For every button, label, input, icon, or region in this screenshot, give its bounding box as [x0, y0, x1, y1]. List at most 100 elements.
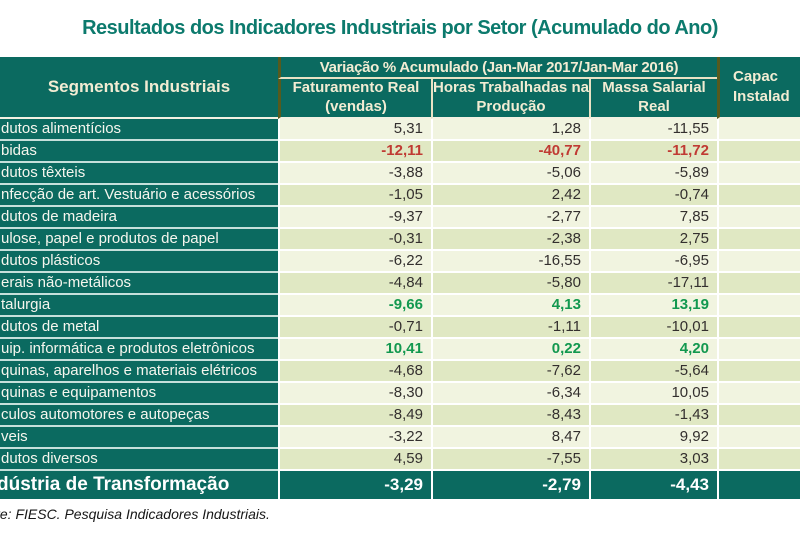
- table-row: dutos têxteis -3,88 -5,06 -5,89: [0, 162, 800, 185]
- total-value-cell: -3,29: [278, 470, 431, 499]
- value-cell: -1,43: [589, 404, 717, 427]
- value-cell: 13,19: [589, 294, 717, 317]
- value-cell: -3,88: [278, 162, 431, 185]
- value-cell: -11,72: [589, 140, 717, 163]
- column-header-horas-trabalhadas: Horas Trabalhadas na Produção: [431, 79, 589, 119]
- value-cell: 10,41: [278, 338, 431, 361]
- value-cell: 4,20: [589, 338, 717, 361]
- segment-label: culos automotores e autopeças: [0, 404, 278, 427]
- total-row: dústria de Transformação -3,29 -2,79 -4,43: [0, 470, 800, 499]
- value-cell: 5,31: [278, 118, 431, 141]
- value-cell: 4,13: [431, 294, 589, 317]
- value-cell: -8,30: [278, 382, 431, 405]
- capacity-cell-clipped: [717, 140, 800, 163]
- value-cell: -6,95: [589, 250, 717, 273]
- sub-header-row: Faturamento Real (vendas) Horas Trabalha…: [0, 79, 800, 119]
- total-value-cell: -2,79: [431, 470, 589, 499]
- value-cell: -5,64: [589, 360, 717, 383]
- value-cell: -0,74: [589, 184, 717, 207]
- segment-label: nfecção de art. Vestuário e acessórios: [0, 184, 278, 207]
- table-row: dutos diversos 4,59 -7,55 3,03: [0, 448, 800, 471]
- capacity-cell-clipped: [717, 338, 800, 361]
- table-row: bidas -12,11 -40,77 -11,72: [0, 140, 800, 163]
- table-row: quinas e equipamentos -8,30 -6,34 10,05: [0, 382, 800, 405]
- segments-column-header: Segmentos Industriais: [0, 57, 278, 119]
- capacity-cell-clipped: [717, 250, 800, 273]
- capacity-cell-clipped: [717, 206, 800, 229]
- capacity-cell-clipped: [717, 118, 800, 141]
- value-cell: -0,31: [278, 228, 431, 251]
- segment-label: quinas e equipamentos: [0, 382, 278, 405]
- capacity-cell-clipped: [717, 404, 800, 427]
- table-row: ulose, papel e produtos de papel -0,31 -2,…: [0, 228, 800, 251]
- segment-label: dutos de metal: [0, 316, 278, 339]
- table-header: Segmentos Industriais Variação % Acumula…: [0, 57, 800, 119]
- capacity-cell-clipped: [717, 316, 800, 339]
- value-cell: 0,22: [431, 338, 589, 361]
- table-row: dutos de madeira -9,37 -2,77 7,85: [0, 206, 800, 229]
- capacity-cell-clipped: [717, 448, 800, 471]
- value-cell: 1,28: [431, 118, 589, 141]
- value-cell: -16,55: [431, 250, 589, 273]
- table-row: erais não-metálicos -4,84 -5,80 -17,11: [0, 272, 800, 295]
- value-cell: -7,55: [431, 448, 589, 471]
- table-row: dutos alimentícios 5,31 1,28 -11,55: [0, 118, 800, 141]
- segment-label: veis: [0, 426, 278, 449]
- table-row: nfecção de art. Vestuário e acessórios -1…: [0, 184, 800, 207]
- segment-label: bidas: [0, 140, 278, 163]
- capacity-cell-clipped: [717, 382, 800, 405]
- capacity-cell-clipped: [717, 162, 800, 185]
- capacity-cell-clipped: [717, 272, 800, 295]
- segment-label: uip. informática e produtos eletrônicos: [0, 338, 278, 361]
- value-cell: -5,89: [589, 162, 717, 185]
- value-cell: -2,77: [431, 206, 589, 229]
- value-cell: -7,62: [431, 360, 589, 383]
- value-cell: -6,22: [278, 250, 431, 273]
- table-row: quinas, aparelhos e materiais elétricos -…: [0, 360, 800, 383]
- capacity-column-header-clipped: Capac Instalad: [717, 57, 800, 119]
- page-title: Resultados dos Indicadores Industriais p…: [82, 17, 718, 39]
- value-cell: -11,55: [589, 118, 717, 141]
- value-cell: 10,05: [589, 382, 717, 405]
- value-cell: -4,68: [278, 360, 431, 383]
- value-cell: -12,11: [278, 140, 431, 163]
- segment-label: ulose, papel e produtos de papel: [0, 228, 278, 251]
- value-cell: -9,66: [278, 294, 431, 317]
- source-note: te: FIESC. Pesquisa Indicadores Industri…: [0, 506, 270, 522]
- value-cell: 2,42: [431, 184, 589, 207]
- total-row-label: dústria de Transformação: [0, 470, 278, 499]
- capacity-header-line1: Capac: [733, 68, 779, 86]
- segment-label: dutos de madeira: [0, 206, 278, 229]
- value-cell: -3,22: [278, 426, 431, 449]
- value-cell: -40,77: [431, 140, 589, 163]
- segment-label: dutos têxteis: [0, 162, 278, 185]
- table-row: talurgia -9,66 4,13 13,19: [0, 294, 800, 317]
- value-cell: -17,11: [589, 272, 717, 295]
- column-header-faturamento: Faturamento Real (vendas): [278, 79, 431, 119]
- value-cell: 9,92: [589, 426, 717, 449]
- segment-label: dutos plásticos: [0, 250, 278, 273]
- value-cell: -1,05: [278, 184, 431, 207]
- table-row: uip. informática e produtos eletrônicos 1…: [0, 338, 800, 361]
- capacity-cell-clipped: [717, 426, 800, 449]
- value-cell: -1,11: [431, 316, 589, 339]
- segment-label: dutos alimentícios: [0, 118, 278, 141]
- capacity-header-line2: Instalad: [733, 87, 790, 105]
- segment-label: dutos diversos: [0, 448, 278, 471]
- total-capacity-cell-clipped: [717, 470, 800, 499]
- value-cell: -6,34: [431, 382, 589, 405]
- value-cell: 8,47: [431, 426, 589, 449]
- value-cell: 2,75: [589, 228, 717, 251]
- capacity-cell-clipped: [717, 228, 800, 251]
- variation-group-header: Variação % Acumulado (Jan-Mar 2017/Jan-M…: [278, 57, 717, 79]
- value-cell: -4,84: [278, 272, 431, 295]
- value-cell: -10,01: [589, 316, 717, 339]
- column-header-massa-salarial: Massa Salarial Real: [589, 79, 717, 119]
- table-row: dutos plásticos -6,22 -16,55 -6,95: [0, 250, 800, 273]
- capacity-cell-clipped: [717, 360, 800, 383]
- segment-label: talurgia: [0, 294, 278, 317]
- table-row: culos automotores e autopeças -8,49 -8,43-…: [0, 404, 800, 427]
- value-cell: 3,03: [589, 448, 717, 471]
- total-value-cell: -4,43: [589, 470, 717, 499]
- capacity-cell-clipped: [717, 294, 800, 317]
